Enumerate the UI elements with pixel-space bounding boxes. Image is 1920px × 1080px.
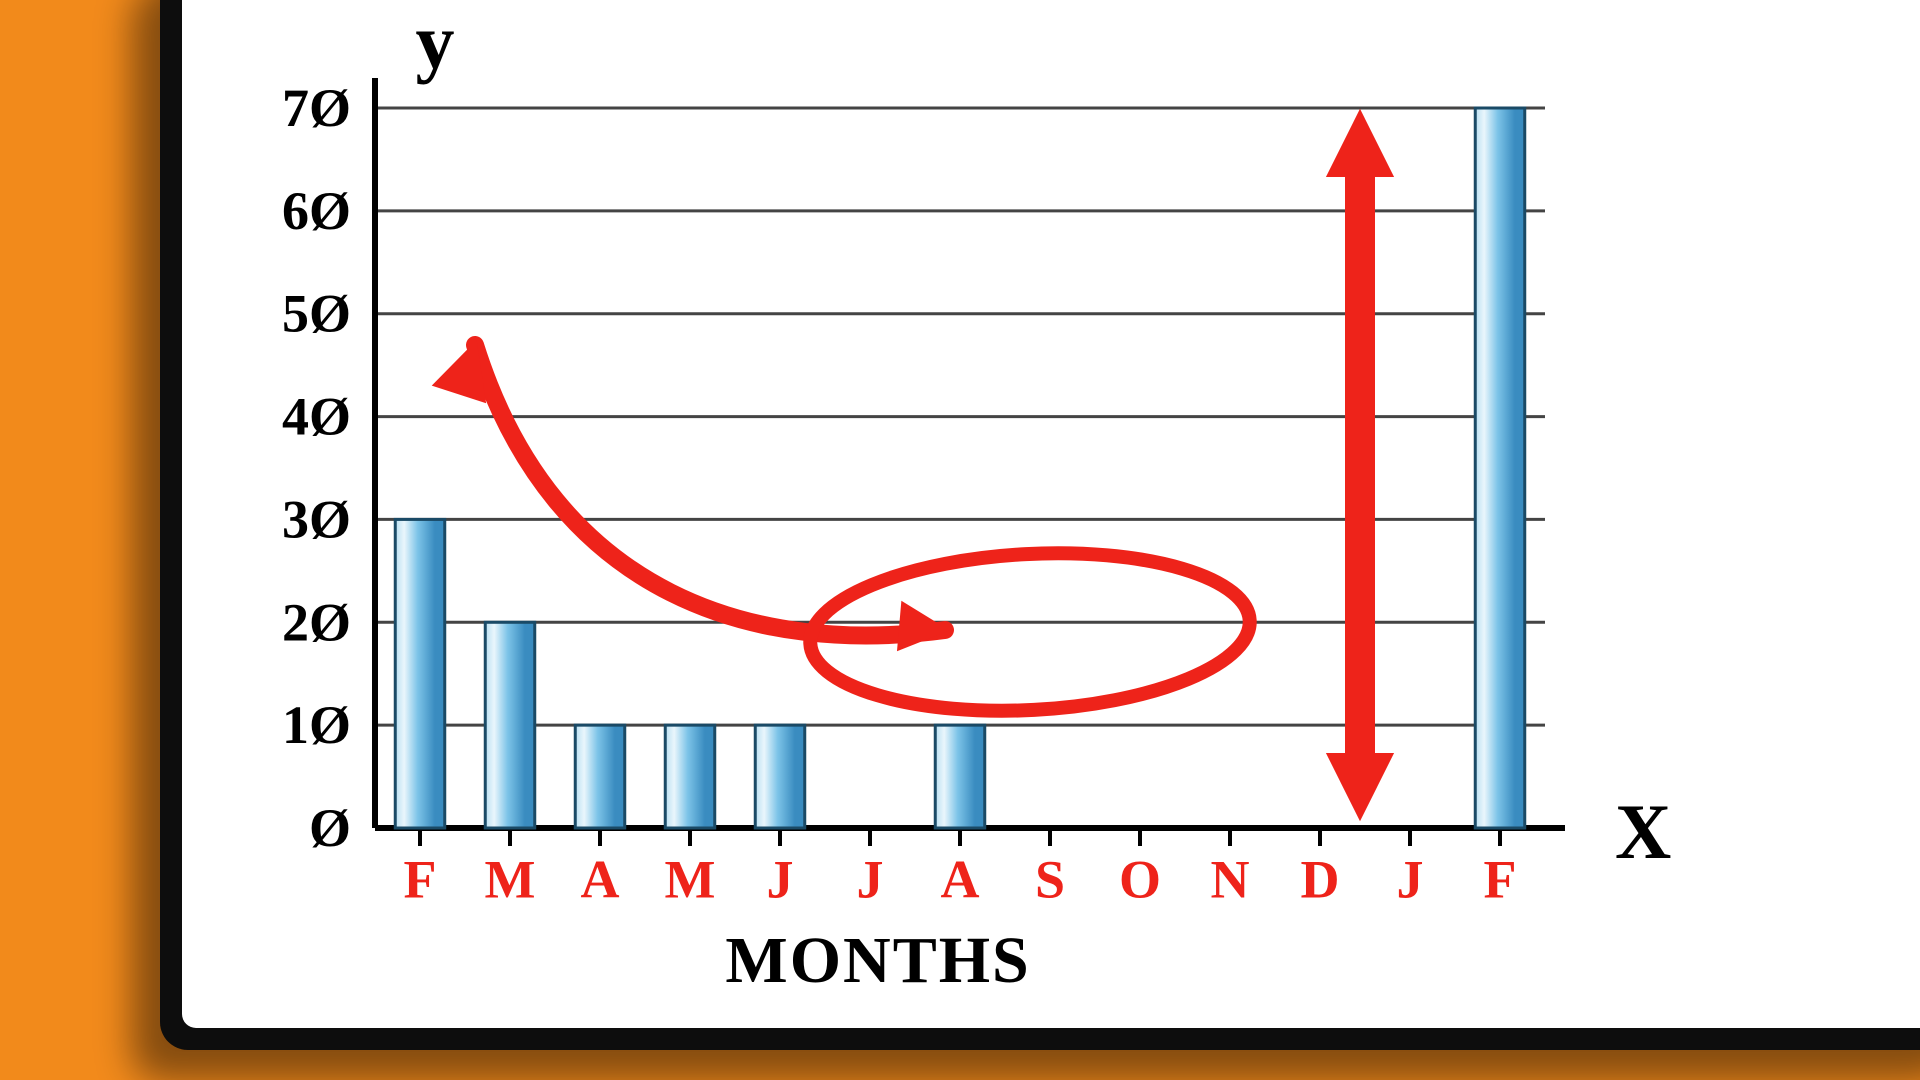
x-tick-label: A	[581, 849, 620, 909]
x-axis-label: X	[1615, 788, 1671, 875]
y-tick-label: 6Ø	[282, 181, 351, 241]
x-axis-title: MONTHS	[725, 924, 1030, 997]
x-tick-label: F	[1484, 849, 1517, 909]
bar	[755, 725, 805, 828]
y-tick-label: 7Ø	[282, 78, 351, 138]
y-tick-label: 2Ø	[282, 592, 351, 652]
bar	[935, 725, 985, 828]
y-tick-label: 1Ø	[282, 695, 351, 755]
y-tick-label: 5Ø	[282, 284, 351, 344]
x-tick-label: J	[1397, 849, 1424, 909]
x-tick-label: M	[485, 849, 536, 909]
x-tick-label: S	[1035, 849, 1065, 909]
x-tick-label: N	[1211, 849, 1250, 909]
bar	[485, 622, 535, 828]
bar	[665, 725, 715, 828]
bar	[575, 725, 625, 828]
x-tick-label: F	[404, 849, 437, 909]
stage: Ø1Ø2Ø3Ø4Ø5Ø6Ø7Ø FMAMJJASONDJF y X MONTHS	[0, 0, 1920, 1080]
bar	[395, 519, 445, 828]
x-tick-label: J	[857, 849, 884, 909]
x-tick-label: J	[767, 849, 794, 909]
bar	[1475, 108, 1525, 828]
y-tick-label: Ø	[309, 798, 351, 858]
y-axis-label: y	[416, 0, 455, 85]
y-tick-label: 4Ø	[282, 387, 351, 447]
x-tick-label: O	[1119, 849, 1161, 909]
x-tick-label: D	[1301, 849, 1340, 909]
x-tick-label: M	[665, 849, 716, 909]
x-tick-label: A	[941, 849, 980, 909]
y-tick-label: 3Ø	[282, 489, 351, 549]
chart-svg: Ø1Ø2Ø3Ø4Ø5Ø6Ø7Ø FMAMJJASONDJF y X MONTHS	[0, 0, 1920, 1080]
